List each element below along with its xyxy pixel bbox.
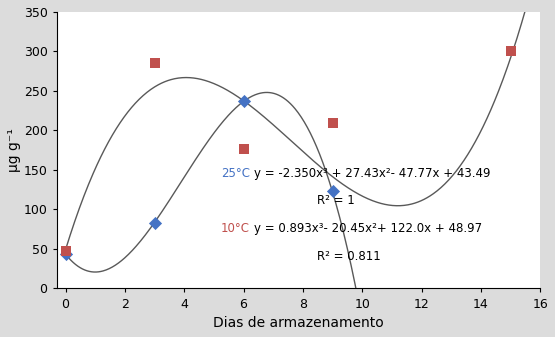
Point bbox=[328, 120, 337, 125]
Text: y = -2.350x³ + 27.43x²- 47.77x + 43.49: y = -2.350x³ + 27.43x²- 47.77x + 43.49 bbox=[254, 167, 491, 180]
Text: R² = 1: R² = 1 bbox=[317, 194, 355, 208]
Text: y = 0.893x³- 20.45x²+ 122.0x + 48.97: y = 0.893x³- 20.45x²+ 122.0x + 48.97 bbox=[254, 222, 482, 235]
Point bbox=[61, 252, 70, 257]
Text: R² = 0.811: R² = 0.811 bbox=[317, 250, 381, 263]
Point bbox=[506, 48, 515, 53]
Text: 10°C: 10°C bbox=[221, 222, 250, 235]
Point bbox=[328, 189, 337, 194]
Point bbox=[150, 61, 159, 66]
Point bbox=[239, 98, 248, 104]
Point bbox=[150, 220, 159, 225]
Point bbox=[61, 249, 70, 254]
Text: 25°C: 25°C bbox=[221, 167, 250, 180]
Point bbox=[239, 146, 248, 151]
Y-axis label: μg g⁻¹: μg g⁻¹ bbox=[7, 128, 21, 172]
X-axis label: Dias de armazenamento: Dias de armazenamento bbox=[213, 316, 384, 330]
